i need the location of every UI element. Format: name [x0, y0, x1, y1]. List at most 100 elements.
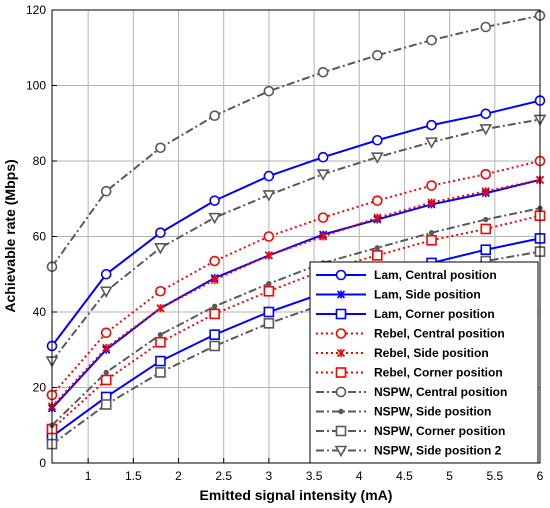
marker-star [481, 187, 490, 196]
series-line [51, 250, 541, 445]
marker-circle [155, 285, 166, 297]
series-3 [46, 155, 546, 401]
legend-label: Lam, Central position [374, 268, 497, 282]
legend-entry: Rebel, Central position [316, 327, 505, 341]
series-line [51, 237, 541, 438]
marker-circle [209, 110, 220, 121]
x-tick-label: 1.5 [125, 469, 142, 483]
y-tick-label: 0 [39, 456, 46, 470]
legend: Lam, Central position Lam, Side position L… [309, 261, 539, 464]
legend-label: Lam, Corner position [374, 307, 495, 321]
marker-square [209, 308, 220, 320]
marker-circle [317, 151, 329, 163]
y-tick-label: 60 [33, 230, 47, 244]
marker-circle [480, 108, 492, 120]
legend-entry: NSPW, Side position 2 [316, 444, 502, 458]
marker-dot [211, 303, 218, 310]
marker-square [480, 244, 492, 256]
marker-triangle [425, 137, 438, 149]
legend-label: NSPW, Corner position [374, 424, 505, 438]
marker-square [426, 234, 437, 246]
marker-circle [263, 231, 275, 242]
legend-entry: Rebel, Side position [316, 346, 489, 360]
marker-circle [155, 142, 166, 154]
marker-star [427, 198, 436, 207]
marker-square [480, 223, 492, 235]
marker-square [372, 250, 383, 261]
marker-star [336, 290, 346, 299]
y-axis-label: Achievable rate (Mbps) [2, 159, 18, 312]
marker-square [335, 308, 347, 320]
marker-circle [100, 185, 112, 197]
marker-dot [338, 408, 344, 415]
x-tick-label: 5.5 [486, 469, 503, 483]
x-axis-label: Emitted signal intensity (mA) [200, 487, 393, 503]
marker-circle [209, 195, 220, 206]
series-line [51, 14, 541, 268]
marker-star [373, 213, 382, 222]
marker-circle [317, 66, 329, 78]
marker-triangle [208, 212, 222, 225]
legend-label: Rebel, Corner position [374, 366, 503, 380]
series-line [51, 160, 541, 396]
marker-circle [209, 255, 220, 267]
legend-entry: Lam, Side position [316, 288, 481, 302]
marker-circle [426, 180, 437, 191]
legend-label: Lam, Side position [374, 288, 481, 302]
marker-square [209, 340, 220, 352]
marker-circle [335, 386, 347, 398]
x-tick-label: 4 [356, 469, 363, 483]
series-6 [46, 10, 546, 273]
legend-entry: NSPW, Corner position [316, 424, 505, 438]
x-tick-label: 5 [446, 469, 453, 483]
marker-dot [483, 216, 489, 223]
marker-square [263, 285, 275, 297]
marker-triangle [479, 124, 493, 136]
series-line [51, 99, 541, 347]
marker-circle [372, 134, 383, 146]
y-tick-label: 120 [26, 3, 46, 17]
series-line [51, 214, 541, 430]
marker-circle [317, 212, 329, 223]
marker-square [335, 425, 347, 437]
x-tick-label: 3.5 [306, 469, 323, 483]
legend-entry: Lam, Central position [316, 268, 497, 282]
x-tick-label: 2.5 [215, 469, 232, 483]
legend-entry: Lam, Corner position [316, 307, 495, 321]
marker-square [335, 367, 347, 378]
marker-circle [372, 49, 383, 61]
marker-square [155, 336, 166, 348]
series-line [51, 207, 541, 426]
marker-dot [103, 369, 109, 376]
marker-circle [335, 269, 347, 281]
marker-star [210, 275, 219, 284]
legend-label: NSPW, Side position 2 [374, 444, 502, 458]
legend-label: NSPW, Side position [374, 405, 491, 419]
marker-dot [157, 331, 164, 338]
marker-circle [335, 328, 347, 339]
legend-label: NSPW, Central position [374, 385, 507, 399]
marker-square [209, 329, 220, 340]
y-tick-label: 40 [33, 305, 47, 319]
marker-square [263, 318, 275, 329]
y-tick-label: 100 [26, 79, 46, 93]
marker-square [100, 374, 112, 386]
marker-circle [426, 119, 437, 131]
marker-triangle [99, 286, 113, 298]
series-line [51, 118, 541, 362]
marker-circle [480, 168, 492, 180]
marker-square [155, 355, 166, 367]
marker-dot [374, 245, 381, 251]
x-tick-label: 1 [85, 469, 92, 483]
marker-star [319, 232, 328, 241]
marker-circle [100, 268, 112, 280]
marker-dot [428, 230, 435, 236]
marker-circle [372, 195, 383, 206]
x-tick-label: 2 [175, 469, 182, 483]
marker-circle [263, 170, 275, 182]
x-tick-label: 6 [537, 469, 544, 483]
legend-label: Rebel, Side position [374, 346, 489, 360]
x-tick-label: 4.5 [396, 469, 413, 483]
